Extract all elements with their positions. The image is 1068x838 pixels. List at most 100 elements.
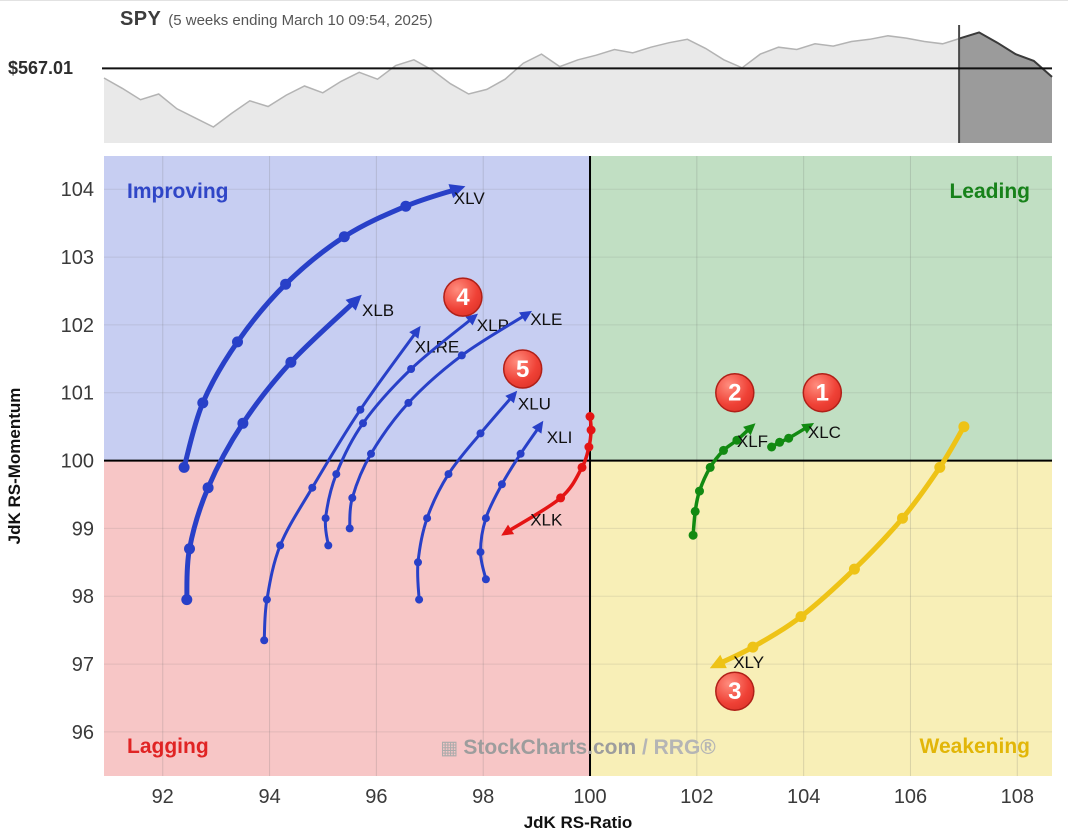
trail-XLI[interactable]: XLI [476, 420, 573, 584]
x-tick-label: 92 [152, 786, 174, 808]
trail-dot [178, 461, 190, 473]
trail-dot [280, 278, 292, 290]
trail-XLK[interactable]: XLK [501, 412, 596, 536]
trail-dot [556, 493, 566, 503]
lagging-quadrant [104, 460, 591, 776]
trail-arrowhead-XLC [801, 423, 815, 434]
y-tick-label: 99 [72, 518, 94, 540]
trail-dot [958, 421, 970, 433]
trail-dot [577, 462, 587, 472]
sector-label-XLF[interactable]: XLF [737, 432, 768, 451]
trail-arrowhead-XLB [345, 294, 362, 311]
weakening-quadrant-label: Weakening [920, 735, 1030, 758]
trail-dot [497, 480, 506, 489]
trail-dot [262, 595, 271, 604]
sector-label-XLC[interactable]: XLC [808, 423, 841, 442]
trail-dot [332, 470, 341, 479]
trail-dot [934, 461, 946, 473]
price-line [103, 31, 1053, 128]
sector-label-XLB[interactable]: XLB [362, 301, 394, 320]
trail-XLY[interactable]: XLY [709, 421, 970, 672]
trail-dot [481, 575, 490, 584]
x-tick-label: 104 [787, 786, 820, 808]
trail-dot [184, 543, 195, 555]
trail-dot [321, 514, 330, 523]
trail-dot [415, 595, 424, 604]
trail-dot [516, 449, 525, 458]
trail-dot [308, 483, 317, 492]
x-tick-label: 94 [258, 786, 280, 808]
trail-dot [897, 512, 908, 524]
trail-dot [400, 200, 412, 212]
trail-arrowhead-XLK [501, 524, 515, 536]
sector-label-XLU[interactable]: XLU [518, 395, 551, 414]
symbol-title: SPY [120, 8, 162, 30]
sector-label-XLV[interactable]: XLV [454, 189, 486, 208]
sector-label-XLI[interactable]: XLI [547, 428, 573, 447]
trail-dot [367, 449, 375, 458]
trail-arrowhead-XLY [709, 654, 727, 669]
trail-arrowhead-XLE [519, 310, 532, 322]
trail-dot [690, 506, 700, 516]
trail-XLE[interactable]: XLE [345, 310, 563, 533]
trail-dot [767, 442, 777, 452]
stockcharts-watermark: ▦ StockCharts.com / RRG® [440, 736, 716, 759]
annotation-badge-3: 3 [715, 671, 755, 711]
trail-XLF[interactable]: XLF [688, 423, 768, 540]
trail-XLC[interactable]: XLC [767, 423, 841, 452]
trail-dot [444, 470, 453, 479]
trail-dot [285, 356, 297, 368]
trail-dot [359, 419, 367, 428]
trail-XLU[interactable]: XLU [414, 390, 551, 604]
annotation-badge-4: 4 [443, 277, 483, 317]
y-tick-label: 100 [61, 451, 94, 473]
trail-dot [775, 437, 785, 447]
trail-dot [338, 231, 350, 243]
trail-dot [276, 541, 285, 550]
trail-dot [747, 641, 759, 653]
trail-dot [404, 398, 413, 407]
trail-dot [688, 530, 698, 540]
sector-label-XLK[interactable]: XLK [530, 511, 563, 530]
trail-dot [784, 433, 794, 443]
y-tick-label: 101 [61, 383, 94, 405]
badge-circle [502, 349, 543, 389]
y-tick-label: 103 [61, 247, 94, 269]
x-tick-label: 102 [680, 786, 713, 808]
trail-dot [585, 412, 595, 421]
trail-XLV[interactable]: XLV [178, 184, 486, 473]
badge-number: 2 [728, 380, 741, 407]
trail-dot [584, 442, 594, 452]
trail-dot [705, 462, 715, 472]
trail-dot [260, 636, 269, 645]
trail-dot [202, 482, 214, 494]
badge-circle [802, 372, 843, 413]
trail-arrowhead-XLF [743, 423, 756, 436]
y-tick-label: 97 [72, 654, 94, 676]
trail-dot [407, 365, 416, 373]
x-axis-title: JdK RS-Ratio [524, 813, 633, 832]
badge-number: 4 [456, 284, 470, 311]
trail-XLB[interactable]: XLB [181, 294, 394, 606]
trail-dot [481, 514, 490, 523]
trail-arrowhead-XLU [505, 390, 518, 404]
period-subtitle: (5 weeks ending March 10 09:54, 2025) [168, 12, 433, 29]
trail-dot [695, 486, 704, 496]
badge-circle [443, 277, 483, 317]
x-tick-label: 100 [573, 786, 606, 808]
trail-dot [719, 445, 728, 455]
x-tick-label: 98 [472, 786, 494, 808]
leading-quadrant-label: Leading [949, 180, 1030, 203]
trail-dot [848, 563, 860, 575]
sector-label-XLY[interactable]: XLY [733, 653, 764, 672]
trail-dot [232, 336, 243, 348]
x-tick-label: 96 [365, 786, 387, 808]
sector-label-XLE[interactable]: XLE [530, 310, 562, 329]
sector-label-XLP[interactable]: XLP [477, 316, 509, 335]
annotation-badge-5: 5 [502, 349, 543, 389]
y-axis-title: JdK RS-Momentum [5, 388, 24, 545]
trail-arrowhead-XLRE [409, 325, 421, 339]
y-tick-label: 98 [72, 586, 94, 608]
trail-arrowhead-XLI [532, 420, 544, 434]
